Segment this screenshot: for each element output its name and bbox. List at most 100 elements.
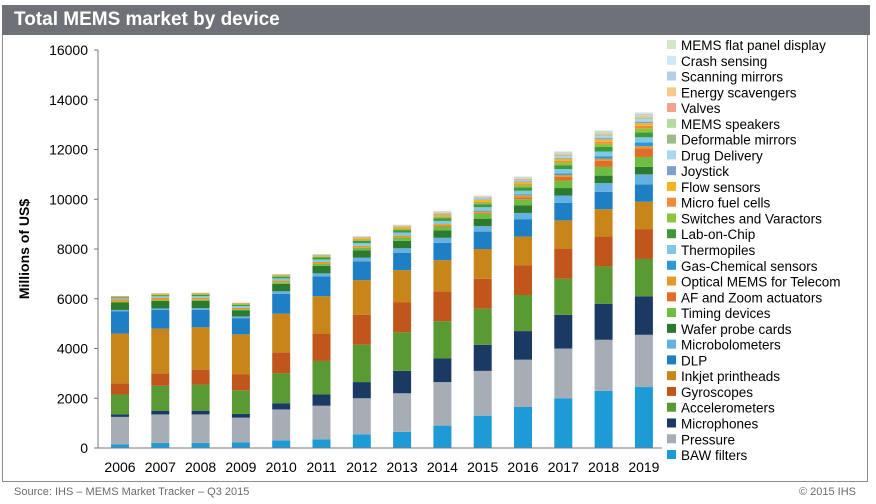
bar-segment bbox=[594, 130, 613, 132]
bar-segment bbox=[473, 196, 492, 197]
bar-segment bbox=[634, 296, 653, 335]
bar-segment bbox=[554, 348, 573, 399]
bar-segment bbox=[433, 237, 452, 243]
bar-segment bbox=[231, 304, 250, 305]
bar-segment bbox=[554, 151, 573, 152]
bar-segment bbox=[352, 250, 371, 258]
bar-segment bbox=[352, 398, 371, 435]
legend-label: BAW filters bbox=[681, 448, 748, 463]
x-tick-label: 2007 bbox=[145, 459, 176, 475]
y-tick-label: 6000 bbox=[57, 291, 88, 307]
bar-segment bbox=[514, 406, 532, 448]
bar-segment bbox=[433, 216, 452, 219]
bar-segment bbox=[231, 310, 250, 317]
bar-segment bbox=[634, 146, 653, 149]
legend-label: Deformable mirrors bbox=[681, 133, 797, 148]
legend-swatch bbox=[667, 229, 676, 239]
legend-swatch bbox=[667, 260, 676, 270]
bar-segment bbox=[312, 405, 331, 440]
bar-segment bbox=[473, 218, 492, 227]
bar-segment bbox=[191, 443, 210, 448]
legend-label: Inkjet printheads bbox=[681, 369, 780, 384]
legend-label: Drug Delivery bbox=[681, 148, 763, 163]
x-tick-label: 2009 bbox=[225, 459, 256, 475]
bar-segment bbox=[191, 327, 210, 370]
bar-segment bbox=[594, 138, 613, 140]
bar-segment bbox=[231, 417, 250, 443]
bar-segment bbox=[191, 293, 210, 295]
bar-segment bbox=[634, 201, 653, 230]
bar-segment bbox=[312, 256, 331, 258]
legend-label: Gas-Chemical sensors bbox=[681, 259, 818, 274]
bar-segment bbox=[554, 158, 573, 161]
bar-segment bbox=[393, 228, 412, 230]
chart-frame: 0 2000 4000 6000 8000 10000 12000 14000 16000 Mil… bbox=[2, 35, 868, 482]
bar-segment bbox=[594, 175, 613, 184]
bar-segment bbox=[433, 212, 452, 213]
legend-swatch bbox=[667, 71, 676, 81]
bar-segment bbox=[231, 442, 250, 448]
bar-segment bbox=[312, 261, 331, 264]
y-tick-label: 10000 bbox=[49, 191, 88, 207]
bar-segment bbox=[514, 179, 532, 182]
bar-segment bbox=[433, 214, 452, 215]
bar-segment bbox=[514, 199, 532, 206]
bar-segment bbox=[594, 183, 613, 192]
bar-segment bbox=[151, 308, 170, 310]
bar-segment bbox=[352, 245, 371, 248]
legend-swatch bbox=[667, 402, 676, 412]
bar-segment bbox=[634, 148, 653, 157]
y-tick-label: 12000 bbox=[49, 142, 88, 158]
bar-segment bbox=[473, 249, 492, 279]
bar-segment bbox=[151, 297, 170, 301]
bar-segment bbox=[594, 147, 613, 152]
bar-segment bbox=[634, 334, 653, 388]
legend-label: Accelerometers bbox=[681, 401, 775, 416]
bar-segment bbox=[514, 194, 532, 196]
legend-label: Scanning mirrors bbox=[681, 70, 783, 85]
bar-segment bbox=[191, 292, 210, 294]
bar-segment bbox=[312, 273, 331, 277]
bar-segment bbox=[634, 113, 653, 116]
bar-segment bbox=[272, 280, 291, 283]
bar-segment bbox=[191, 410, 210, 415]
bar-segment bbox=[111, 311, 129, 334]
bar-segment bbox=[594, 131, 613, 133]
bar-segment bbox=[111, 296, 129, 297]
x-tick-label: 2016 bbox=[507, 459, 538, 475]
x-tick-label: 2018 bbox=[588, 459, 619, 475]
bar-segment bbox=[352, 247, 371, 251]
legend-label: Gyroscopes bbox=[681, 385, 753, 400]
bar-segment bbox=[473, 204, 492, 208]
bar-segment bbox=[473, 231, 492, 249]
bar-segment bbox=[473, 197, 492, 198]
y-tick-label: 14000 bbox=[49, 92, 88, 108]
bar-segment bbox=[554, 155, 573, 157]
bar-segment bbox=[191, 369, 210, 385]
bar-segment bbox=[352, 344, 371, 383]
x-tick-label: 2010 bbox=[266, 459, 297, 475]
bar-segment bbox=[191, 297, 210, 300]
bar-segment bbox=[352, 239, 371, 241]
bar-segment bbox=[272, 352, 291, 374]
bar-segment bbox=[433, 382, 452, 426]
bar-segment bbox=[433, 358, 452, 383]
bar-segment bbox=[312, 360, 331, 395]
bar-segment bbox=[554, 162, 573, 166]
bar-segment bbox=[634, 116, 653, 118]
bar-segment bbox=[191, 294, 210, 295]
legend-swatch bbox=[667, 197, 676, 207]
bar-segment bbox=[433, 212, 452, 214]
bar-segment bbox=[554, 153, 573, 155]
x-tick-label: 2008 bbox=[185, 459, 216, 475]
bar-segment bbox=[272, 409, 291, 441]
bar-segment bbox=[473, 415, 492, 448]
bar-segment bbox=[312, 263, 331, 266]
bar-segment bbox=[433, 220, 452, 225]
legend-swatch bbox=[667, 87, 676, 97]
bar-segment bbox=[352, 239, 371, 241]
bar-segment bbox=[111, 302, 129, 310]
bar-segment bbox=[514, 190, 532, 195]
bar-segment bbox=[473, 370, 492, 416]
bar-segment bbox=[473, 207, 492, 211]
